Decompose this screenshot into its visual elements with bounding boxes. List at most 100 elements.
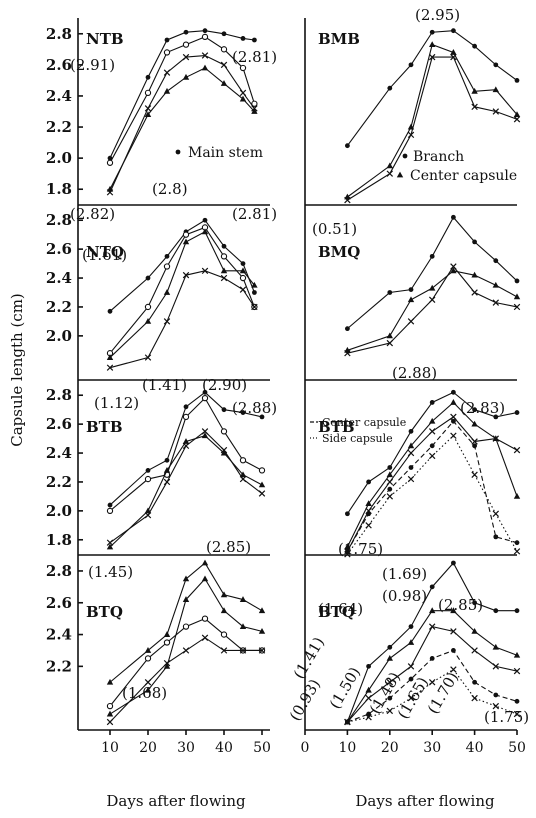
data-point <box>239 623 247 629</box>
data-point <box>429 29 435 35</box>
data-point <box>106 364 114 371</box>
series-line <box>109 391 263 506</box>
data-point <box>386 162 393 169</box>
data-point <box>365 714 372 721</box>
data-point <box>220 428 228 435</box>
data-point <box>492 702 500 710</box>
data-point <box>513 710 521 718</box>
value-annotation: (1.61) <box>82 246 127 264</box>
data-point <box>163 466 171 473</box>
legend-marker <box>402 153 408 159</box>
data-point <box>201 33 209 41</box>
data-point <box>144 475 152 483</box>
value-annotation: (1.75) <box>484 708 529 726</box>
data-point <box>387 644 393 650</box>
data-point <box>183 404 189 410</box>
data-point <box>514 698 520 704</box>
data-point <box>513 651 521 658</box>
data-point <box>239 64 247 72</box>
data-point <box>164 37 170 43</box>
data-point <box>514 78 520 83</box>
data-point <box>407 131 415 139</box>
data-point <box>239 596 247 602</box>
data-point <box>163 49 171 56</box>
data-point <box>344 349 351 357</box>
data-point <box>493 692 499 698</box>
data-point <box>450 607 457 614</box>
data-point <box>252 290 257 295</box>
panel-label: BTQ <box>86 603 123 621</box>
data-point <box>472 600 477 606</box>
data-point <box>451 214 456 220</box>
data-point <box>472 239 477 245</box>
series-line <box>109 397 263 512</box>
x-tick-label: 0 <box>301 740 310 756</box>
data-point <box>471 694 478 702</box>
data-point <box>239 89 247 97</box>
value-annotation: (2.85) <box>438 596 483 614</box>
data-point <box>408 287 414 293</box>
y-axis-title: Capsule length (cm) <box>8 293 26 447</box>
data-point <box>428 296 436 303</box>
panel-label: NTB <box>86 30 124 48</box>
data-point <box>163 631 171 637</box>
data-point <box>221 243 227 249</box>
data-point <box>386 655 393 661</box>
data-point <box>220 61 228 69</box>
data-point <box>514 608 520 614</box>
data-point <box>144 655 152 662</box>
data-point <box>258 467 266 474</box>
data-point <box>471 471 478 478</box>
data-point <box>201 575 209 582</box>
data-point <box>182 238 190 245</box>
data-point <box>164 457 170 463</box>
data-point <box>513 293 521 300</box>
data-point <box>220 46 228 53</box>
data-point <box>408 428 414 434</box>
data-point <box>240 36 246 41</box>
legend-label: Center capsule <box>322 416 406 429</box>
series-line <box>347 270 518 351</box>
data-point <box>387 486 393 492</box>
y-tick-label: 2.6 <box>46 594 72 612</box>
data-point <box>251 303 258 311</box>
data-point <box>450 263 457 270</box>
y-tick-label: 1.8 <box>46 531 72 549</box>
data-point <box>201 267 209 275</box>
data-point <box>429 443 435 449</box>
y-tick-label: 2.8 <box>46 211 72 229</box>
legend-label: Center capsule <box>410 168 517 184</box>
data-point <box>144 354 152 361</box>
series-line <box>109 226 255 354</box>
data-point <box>429 584 435 590</box>
x-tick-label: 10 <box>101 740 119 756</box>
value-annotation: (1.70) <box>424 669 462 717</box>
data-point <box>144 686 152 693</box>
value-annotation: (1.75) <box>338 540 383 558</box>
data-point <box>144 647 152 653</box>
value-annotation: (2.83) <box>460 399 505 417</box>
x-tick-label: 30 <box>177 740 195 756</box>
data-point <box>472 43 477 49</box>
data-point <box>513 446 521 454</box>
data-point <box>386 478 394 486</box>
data-point <box>258 627 266 634</box>
data-point <box>183 29 189 35</box>
data-point <box>492 299 500 306</box>
data-point <box>513 548 521 555</box>
data-point <box>202 217 208 223</box>
data-point <box>450 432 457 439</box>
panel-label: BTB <box>86 418 123 436</box>
data-point <box>163 478 171 486</box>
data-point <box>471 103 478 111</box>
data-point <box>201 428 209 435</box>
data-point <box>239 274 247 282</box>
value-annotation: (1.69) <box>382 565 427 583</box>
data-point <box>106 702 114 710</box>
data-point <box>182 73 190 80</box>
series-line <box>109 577 263 715</box>
data-point <box>258 481 266 488</box>
data-point <box>163 318 171 325</box>
data-point <box>492 510 500 517</box>
data-point <box>220 631 228 638</box>
